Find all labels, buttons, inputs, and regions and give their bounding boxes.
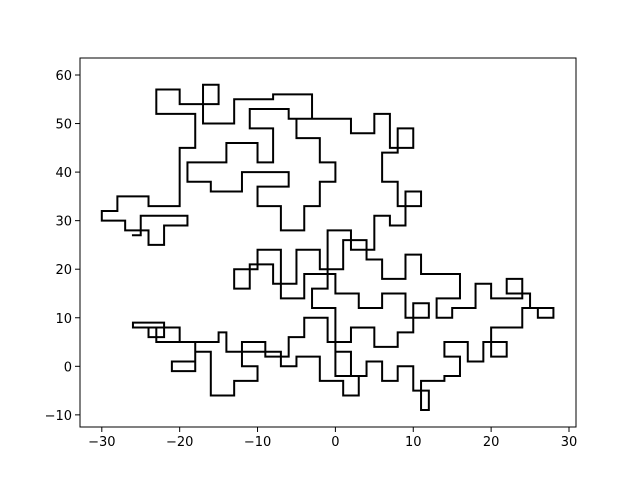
y-tick-label: 20 [55,263,72,278]
x-tick-label: 20 [483,435,500,450]
y-tick-label: 10 [55,312,72,327]
x-tick-label: −20 [166,435,193,450]
x-tick-label: 10 [405,435,422,450]
axes-frame [79,57,577,428]
y-tick-label: 50 [55,118,72,133]
x-tick-label: −10 [244,435,271,450]
x-tick-label: 30 [561,435,578,450]
x-tick-label: −30 [88,435,115,450]
y-tick-label: −10 [45,409,72,424]
x-tick-label: 0 [331,435,339,450]
walk-line [100,83,555,412]
y-tick-label: 0 [64,360,72,375]
y-tick-label: 30 [55,215,72,230]
y-tick-label: 60 [55,69,72,84]
y-tick-label: 40 [55,166,72,181]
